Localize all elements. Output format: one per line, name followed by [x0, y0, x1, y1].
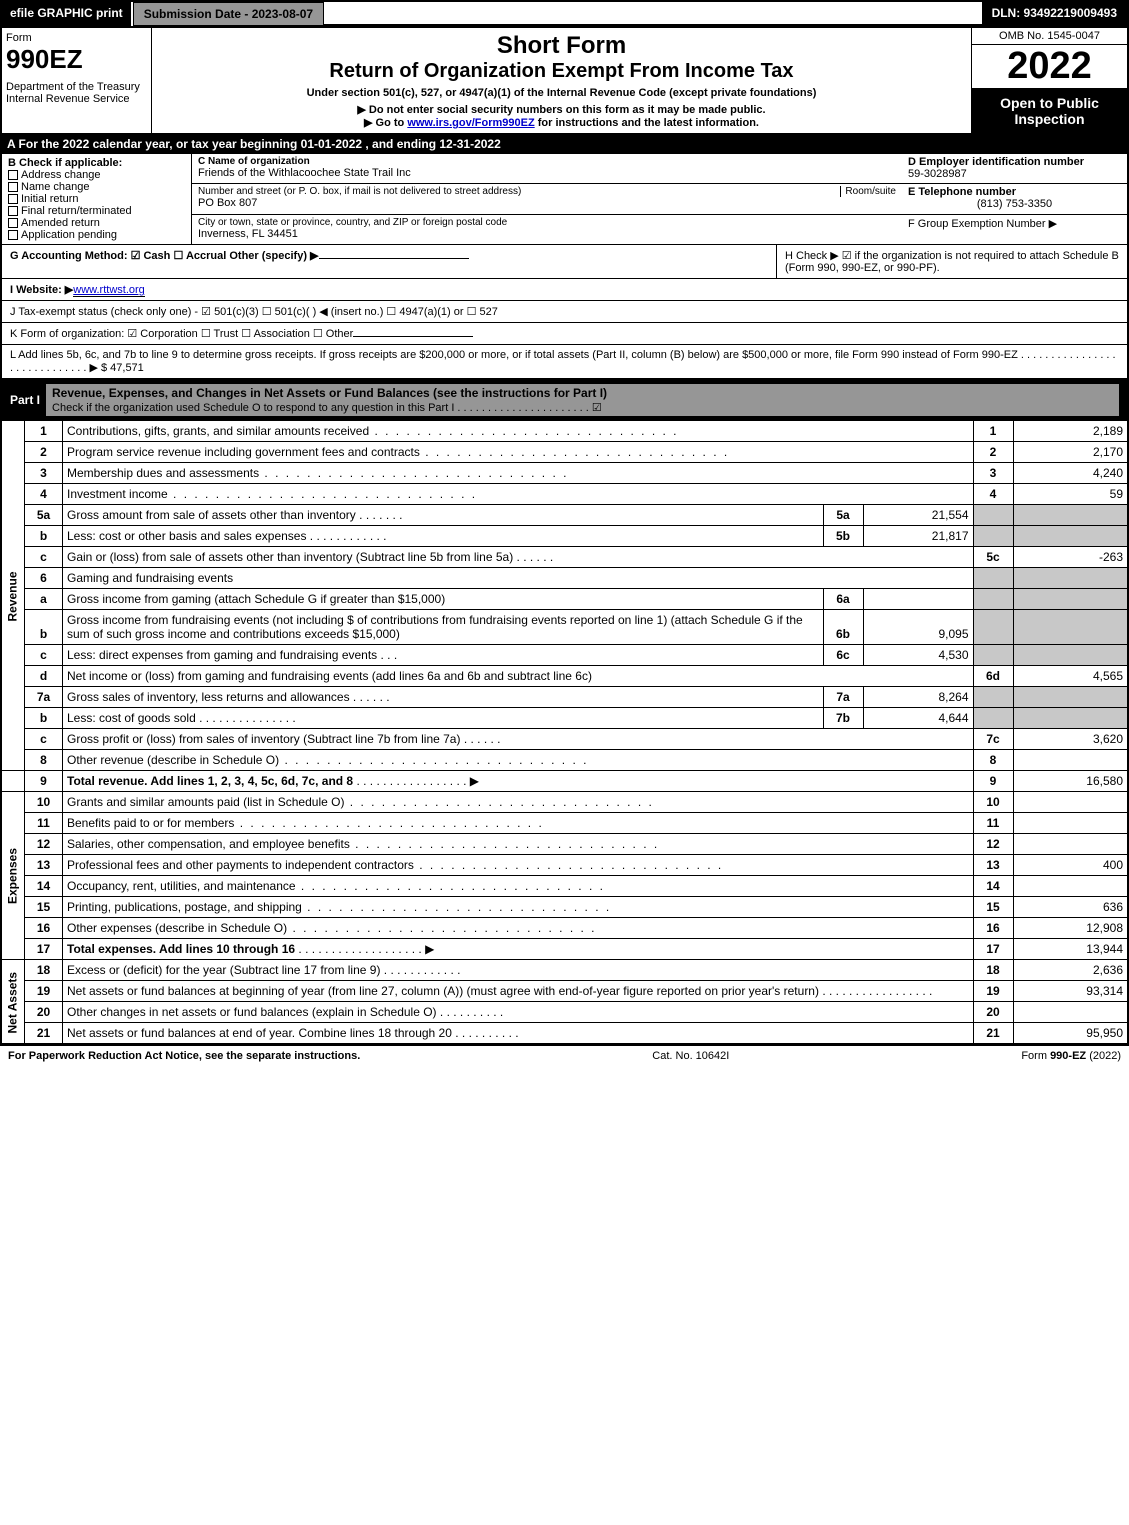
website-link[interactable]: www.rttwst.org	[73, 284, 145, 297]
line-13-value: 400	[1013, 855, 1128, 876]
city-value: Inverness, FL 34451	[198, 228, 896, 240]
entity-grid: B Check if applicable: Address change Na…	[0, 154, 1129, 245]
line-18-value: 2,636	[1013, 960, 1128, 981]
footer-left: For Paperwork Reduction Act Notice, see …	[8, 1050, 360, 1062]
checkbox-initial-return[interactable]	[8, 194, 18, 204]
row-g-h: G Accounting Method: ☑ Cash ☐ Accrual Ot…	[0, 245, 1129, 279]
line-5b-value: 21,817	[863, 526, 973, 547]
short-form-title: Short Form	[156, 32, 967, 60]
line-2-value: 2,170	[1013, 442, 1128, 463]
part-i-header: Part I Revenue, Expenses, and Changes in…	[0, 379, 1129, 421]
department-label: Department of the Treasury Internal Reve…	[6, 81, 147, 105]
open-to-public: Open to Public Inspection	[972, 89, 1127, 133]
form-label: Form	[6, 32, 147, 44]
ssn-warning: ▶ Do not enter social security numbers o…	[156, 103, 967, 116]
section-b: B Check if applicable: Address change Na…	[2, 154, 192, 245]
checkbox-final-return[interactable]	[8, 206, 18, 216]
revenue-side-label: Revenue	[1, 421, 25, 771]
line-10-value	[1013, 792, 1128, 813]
section-c-street: Number and street (or P. O. box, if mail…	[192, 184, 902, 214]
tax-year: 2022	[972, 45, 1127, 89]
net-assets-side-label: Net Assets	[1, 960, 25, 1045]
line-6d-value: 4,565	[1013, 666, 1128, 687]
line-8-value	[1013, 750, 1128, 771]
part-i-table: Revenue 1 Contributions, gifts, grants, …	[0, 421, 1129, 1045]
phone-value: (813) 753-3350	[908, 198, 1121, 210]
checkbox-amended[interactable]	[8, 218, 18, 228]
line-15-value: 636	[1013, 897, 1128, 918]
line-7c-value: 3,620	[1013, 729, 1128, 750]
section-b-title: B Check if applicable:	[8, 157, 185, 169]
line-17-value: 13,944	[1013, 939, 1128, 960]
line-1-value: 2,189	[1013, 421, 1128, 442]
org-name: Friends of the Withlacoochee State Trail…	[198, 167, 896, 179]
line-6b-value: 9,095	[863, 610, 973, 645]
dln-label: DLN: 93492219009493	[982, 2, 1127, 26]
form-header: Form 990EZ Department of the Treasury In…	[0, 28, 1129, 135]
submission-date: Submission Date - 2023-08-07	[133, 2, 324, 26]
section-d: D Employer identification number 59-3028…	[902, 154, 1127, 184]
checkbox-application-pending[interactable]	[8, 230, 18, 240]
expenses-side-label: Expenses	[1, 792, 25, 960]
line-6a-value	[863, 589, 973, 610]
irs-link[interactable]: www.irs.gov/Form990EZ	[407, 117, 534, 129]
line-16-value: 12,908	[1013, 918, 1128, 939]
form-number-block: Form 990EZ Department of the Treasury In…	[2, 28, 152, 133]
accounting-method: G Accounting Method: ☑ Cash ☐ Accrual Ot…	[2, 245, 777, 278]
line-1-desc: Contributions, gifts, grants, and simila…	[63, 421, 974, 442]
line-3-value: 4,240	[1013, 463, 1128, 484]
form-number: 990EZ	[6, 44, 147, 75]
section-f: F Group Exemption Number ▶	[902, 215, 1127, 246]
line-5a-value: 21,554	[863, 505, 973, 526]
under-section-text: Under section 501(c), 527, or 4947(a)(1)…	[156, 87, 967, 99]
line-a-period: A For the 2022 calendar year, or tax yea…	[0, 135, 1129, 154]
section-c-name: C Name of organization Friends of the Wi…	[192, 154, 902, 184]
street-value: PO Box 807	[198, 197, 896, 209]
footer-right: Form 990-EZ (2022)	[1021, 1050, 1121, 1062]
top-bar: efile GRAPHIC print Submission Date - 20…	[0, 0, 1129, 28]
form-of-organization: K Form of organization: ☑ Corporation ☐ …	[0, 323, 1129, 345]
line-7a-value: 8,264	[863, 687, 973, 708]
line-4-value: 59	[1013, 484, 1128, 505]
part-i-label: Part I	[10, 393, 46, 407]
line-9-value: 16,580	[1013, 771, 1128, 792]
website-row: I Website: ▶www.rttwst.org	[0, 279, 1129, 301]
footer-catno: Cat. No. 10642I	[652, 1050, 729, 1062]
efile-print-button[interactable]: efile GRAPHIC print	[2, 2, 133, 26]
section-c-city: City or town, state or province, country…	[192, 215, 902, 246]
section-h: H Check ▶ ☑ if the organization is not r…	[777, 245, 1127, 278]
line-7b-value: 4,644	[863, 708, 973, 729]
line-5c-value: -263	[1013, 547, 1128, 568]
return-title: Return of Organization Exempt From Incom…	[156, 60, 967, 83]
goto-line: ▶ Go to www.irs.gov/Form990EZ for instru…	[156, 116, 967, 129]
ein-value: 59-3028987	[908, 168, 1121, 180]
section-e: E Telephone number (813) 753-3350	[902, 184, 1127, 214]
tax-exempt-status: J Tax-exempt status (check only one) - ☑…	[0, 301, 1129, 323]
right-header: OMB No. 1545-0047 2022 Open to Public In…	[972, 28, 1127, 133]
page-footer: For Paperwork Reduction Act Notice, see …	[0, 1045, 1129, 1066]
checkbox-address-change[interactable]	[8, 170, 18, 180]
line-6c-value: 4,530	[863, 645, 973, 666]
title-block: Short Form Return of Organization Exempt…	[152, 28, 972, 133]
omb-number: OMB No. 1545-0047	[972, 28, 1127, 45]
checkbox-name-change[interactable]	[8, 182, 18, 192]
line-21-value: 95,950	[1013, 1023, 1128, 1045]
gross-receipts-note: L Add lines 5b, 6c, and 7b to line 9 to …	[0, 345, 1129, 379]
line-19-value: 93,314	[1013, 981, 1128, 1002]
